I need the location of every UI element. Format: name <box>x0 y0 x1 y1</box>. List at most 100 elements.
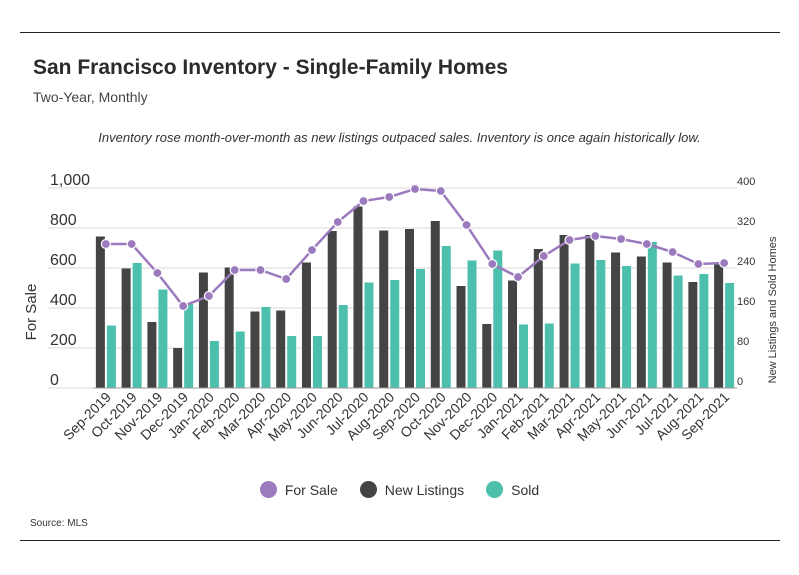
point-for-sale <box>409 183 421 195</box>
bar-sold <box>519 324 529 388</box>
point-for-sale <box>178 300 189 312</box>
bar-new-listings <box>95 236 105 388</box>
y-left-tick-label: 200 <box>50 332 77 349</box>
y-left-tick-label: 1,000 <box>50 172 90 189</box>
bar-sold <box>158 289 168 388</box>
source-note: Source: MLS <box>30 518 88 529</box>
point-for-sale <box>152 267 163 279</box>
bar-sold <box>493 250 503 388</box>
bar-sold <box>441 246 451 388</box>
point-for-sale <box>281 273 292 285</box>
bar-sold <box>235 331 245 388</box>
bar-sold <box>287 336 297 388</box>
bar-new-listings <box>585 235 595 388</box>
chart-legend: For Sale New Listings Sold <box>0 481 799 498</box>
point-for-sale <box>358 195 369 207</box>
bar-sold <box>184 304 194 388</box>
point-for-sale <box>590 230 601 242</box>
bar-sold <box>622 266 632 388</box>
point-for-sale <box>203 290 215 302</box>
bar-new-listings <box>662 262 672 388</box>
y-right-tick-label: 160 <box>737 296 755 308</box>
page-title: San Francisco Inventory - Single-Family … <box>33 56 508 79</box>
legend-swatch-sold <box>486 481 504 498</box>
bar-new-listings <box>276 310 286 388</box>
bar-new-listings <box>327 231 337 388</box>
point-for-sale <box>435 185 446 197</box>
bar-sold <box>106 325 116 388</box>
point-for-sale <box>615 233 627 245</box>
y-right-tick-label: 80 <box>737 336 749 348</box>
bar-new-listings <box>353 206 363 388</box>
bar-sold <box>467 260 477 388</box>
y-right-tick-label: 0 <box>737 376 743 388</box>
point-for-sale <box>461 219 472 231</box>
point-for-sale <box>332 216 343 228</box>
point-for-sale <box>641 238 652 250</box>
legend-swatch-new-listings <box>359 481 377 498</box>
bar-sold <box>390 280 400 388</box>
legend-item-for-sale: For Sale <box>259 481 338 498</box>
bar-new-listings <box>405 229 414 388</box>
y-left-tick-label: 0 <box>50 372 59 389</box>
bar-new-listings <box>688 282 698 388</box>
bar-new-listings <box>250 311 260 388</box>
point-for-sale <box>538 250 549 262</box>
bar-sold <box>725 283 735 388</box>
top-rule <box>20 32 780 33</box>
point-for-sale <box>512 271 524 283</box>
chart-annotation: Inventory rose month-over-month as new l… <box>98 130 701 145</box>
bottom-rule <box>20 540 780 541</box>
bar-new-listings <box>714 264 724 388</box>
bar-sold <box>338 305 348 388</box>
bar-new-listings <box>379 230 389 388</box>
y-left-tick-label: 800 <box>50 212 77 229</box>
line-for-sale <box>105 187 725 308</box>
bar-sold <box>699 274 709 388</box>
bar-sold <box>673 275 683 388</box>
bar-new-listings <box>301 262 311 388</box>
bar-sold <box>544 323 554 388</box>
bar-new-listings <box>636 256 646 388</box>
y-left-tick-label: 400 <box>50 292 77 309</box>
bar-new-listings <box>456 286 466 388</box>
bar-new-listings <box>482 324 492 388</box>
bar-sold <box>416 269 425 388</box>
y-right-tick-label: 400 <box>737 176 755 188</box>
y-left-axis-label: For Sale <box>23 284 40 341</box>
y-right-tick-label: 320 <box>737 216 755 228</box>
bar-new-listings <box>559 235 569 388</box>
legend-item-new-listings: New Listings <box>359 481 464 498</box>
legend-swatch-for-sale <box>259 481 277 498</box>
bar-new-listings <box>533 249 543 388</box>
point-for-sale <box>693 258 704 270</box>
bar-new-listings <box>224 267 234 388</box>
legend-item-sold: Sold <box>486 481 539 498</box>
bar-new-listings <box>430 221 440 388</box>
point-for-sale <box>667 246 678 258</box>
y-right-tick-label: 240 <box>737 256 755 268</box>
point-for-sale <box>229 264 240 276</box>
bar-sold <box>364 282 374 388</box>
bar-sold <box>312 336 322 388</box>
point-for-sale <box>126 238 137 250</box>
point-for-sale <box>255 264 266 276</box>
point-for-sale <box>100 238 111 250</box>
bar-sold <box>132 263 142 388</box>
point-for-sale <box>306 244 318 256</box>
bar-new-listings <box>173 348 183 388</box>
bar-sold <box>647 242 657 388</box>
bar-sold <box>209 341 219 388</box>
point-for-sale <box>564 234 575 246</box>
y-right-axis-label: New Listings and Sold Homes <box>767 236 779 383</box>
point-for-sale <box>384 191 395 203</box>
bar-sold <box>261 307 271 388</box>
bar-sold <box>596 260 606 388</box>
bar-new-listings <box>611 252 621 388</box>
bar-new-listings <box>147 322 157 388</box>
point-for-sale <box>487 258 498 270</box>
bar-new-listings <box>121 268 131 388</box>
legend-label-for-sale: For Sale <box>284 481 338 498</box>
bar-new-listings <box>508 280 518 388</box>
bar-sold <box>570 263 580 388</box>
